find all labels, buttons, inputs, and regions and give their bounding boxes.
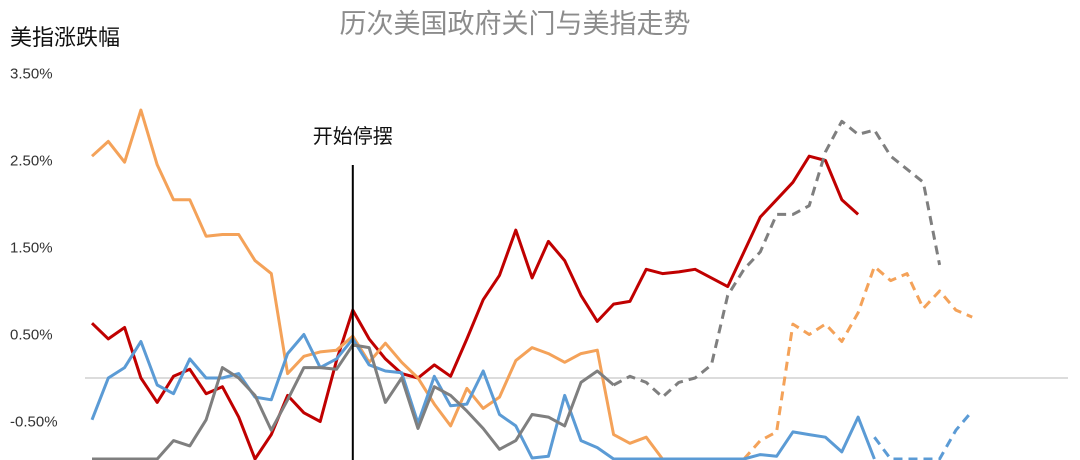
y-axis-label: 美指涨跌幅 <box>10 26 120 51</box>
y-tick-label: 3.50% <box>10 66 53 83</box>
y-axis-ticks: 3.50% 2.50% 1.50% 0.50% -0.50% <box>10 66 58 431</box>
y-tick-label: 1.50% <box>10 240 53 257</box>
series-line-4 <box>90 333 876 460</box>
y-tick-label: 0.50% <box>10 327 53 344</box>
series-line-6 <box>92 343 615 460</box>
y-tick-label: 2.50% <box>10 153 53 170</box>
series-line-5 <box>873 410 974 460</box>
series-line-7 <box>612 119 942 399</box>
shutdown-start-label: 开始停摆 <box>313 124 393 148</box>
series-line-1 <box>90 154 860 460</box>
chart-title: 历次美国政府关门与美指走势 <box>340 9 691 40</box>
series-line-3 <box>742 265 973 460</box>
y-tick-label: -0.50% <box>10 414 58 431</box>
series-line-2 <box>90 108 664 460</box>
series-layer <box>90 108 974 460</box>
